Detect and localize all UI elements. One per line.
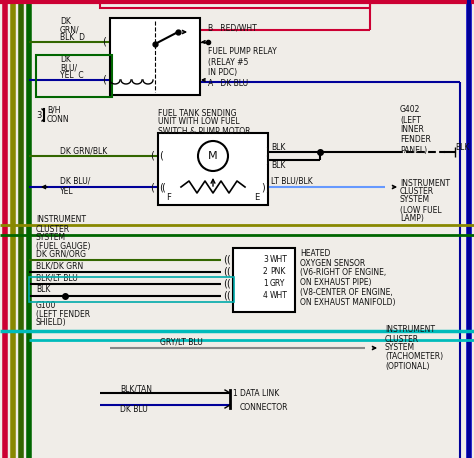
Text: DK BLU: DK BLU [120,404,148,414]
Text: BLK  D: BLK D [60,33,85,43]
Text: FUEL PUMP RELAY: FUEL PUMP RELAY [208,48,277,56]
Text: YEL  C: YEL C [60,71,83,81]
Text: CONN: CONN [47,115,70,125]
Text: (RELAY #5: (RELAY #5 [208,58,248,66]
Text: DK GRN/BLK: DK GRN/BLK [60,147,107,156]
Text: PNK: PNK [270,267,285,277]
Text: SHIELD): SHIELD) [36,317,67,327]
Text: PANEL): PANEL) [400,146,427,154]
Text: ON EXHAUST MANIFOLD): ON EXHAUST MANIFOLD) [300,299,395,307]
Text: (: ( [102,37,106,47]
Bar [158,133,268,205]
Text: B   RED/WHT: B RED/WHT [208,23,257,33]
Text: INNER: INNER [400,125,424,135]
Text: GRY: GRY [270,279,285,289]
Text: (LEFT FENDER: (LEFT FENDER [36,310,90,318]
Text: ((: (( [223,279,231,289]
Text: 4: 4 [263,291,268,300]
Text: WHT: WHT [270,256,288,265]
Text: OXYGEN SENSOR: OXYGEN SENSOR [300,258,365,267]
Text: BLU/: BLU/ [60,64,77,72]
Text: (FUEL GAUGE): (FUEL GAUGE) [36,242,91,251]
Text: E: E [254,192,259,202]
Text: ((: (( [223,291,231,301]
Text: SYSTEM: SYSTEM [36,234,66,242]
Text: DATA LINK: DATA LINK [240,388,279,398]
Text: GRN/: GRN/ [60,26,80,34]
Bar [233,248,295,312]
Text: DK: DK [60,17,71,27]
Text: INSTRUMENT: INSTRUMENT [36,216,86,224]
Text: BLK/TAN: BLK/TAN [120,385,152,393]
Text: SWITCH & PUMP MOTOR: SWITCH & PUMP MOTOR [158,126,250,136]
Text: (OPTIONAL): (OPTIONAL) [385,361,429,371]
Text: SYSTEM: SYSTEM [385,344,415,353]
Text: FENDER: FENDER [400,136,431,145]
Text: (: ( [159,182,163,192]
Text: BLK: BLK [271,160,285,169]
Text: CLUSTER: CLUSTER [36,224,70,234]
Text: G402: G402 [400,105,420,114]
Text: 2: 2 [263,267,268,277]
Text: (V6-RIGHT OF ENGINE,: (V6-RIGHT OF ENGINE, [300,268,386,278]
Text: CLUSTER: CLUSTER [385,334,419,344]
Text: HEATED: HEATED [300,249,330,257]
Text: A   DK BLU: A DK BLU [208,80,248,88]
Text: DK: DK [60,55,71,65]
Text: ): ) [265,155,269,165]
Text: ): ) [265,147,269,157]
Bar [100,2,370,8]
Text: SYSTEM: SYSTEM [400,196,430,205]
Text: INSTRUMENT: INSTRUMENT [385,326,435,334]
Text: B/H: B/H [47,105,61,114]
Text: (V8-CENTER OF ENGINE,: (V8-CENTER OF ENGINE, [300,289,393,298]
Text: M: M [208,151,218,161]
Text: BLK/DK GRN: BLK/DK GRN [36,262,83,271]
Text: BLK/LT BLU: BLK/LT BLU [36,273,78,283]
Text: DK GRN/ORG: DK GRN/ORG [36,250,86,258]
Text: ((: (( [223,255,231,265]
Text: 1: 1 [232,388,237,398]
Text: ((: (( [223,267,231,277]
Text: F: F [166,192,171,202]
Text: GRY/LT BLU: GRY/LT BLU [160,338,203,347]
Text: (LOW FUEL: (LOW FUEL [400,206,442,214]
Text: ON EXHAUST PIPE): ON EXHAUST PIPE) [300,278,372,288]
Text: (TACHOMETER): (TACHOMETER) [385,353,443,361]
Bar [29,277,234,302]
Bar [36,55,112,97]
Text: (: ( [161,182,165,192]
Text: BLK: BLK [455,143,469,153]
Text: ): ) [261,182,265,192]
Text: WHT: WHT [270,291,288,300]
Text: CLUSTER: CLUSTER [400,187,434,196]
Text: (: ( [150,182,154,192]
Text: BLK: BLK [36,285,50,294]
Bar [110,18,200,95]
Text: ): ) [265,182,269,192]
Text: INSTRUMENT: INSTRUMENT [400,179,450,187]
Text: UNIT WITH LOW FUEL: UNIT WITH LOW FUEL [158,118,240,126]
Text: 1: 1 [263,279,268,289]
Text: G100: G100 [36,300,56,310]
Text: YEL: YEL [60,186,73,196]
Text: IN PDC): IN PDC) [208,67,237,76]
Text: BLK: BLK [271,143,285,153]
Text: CONNECTOR: CONNECTOR [240,403,289,411]
Text: FUEL TANK SENDING: FUEL TANK SENDING [158,109,237,118]
Text: (LEFT: (LEFT [400,115,421,125]
Text: LT BLU/BLK: LT BLU/BLK [271,176,313,185]
Text: (: ( [102,75,106,85]
Text: 3: 3 [36,110,41,120]
Text: DK BLU/: DK BLU/ [60,176,91,185]
Text: 3: 3 [263,256,268,265]
Text: (: ( [159,151,163,161]
Text: (: ( [150,151,154,161]
Text: LAMP): LAMP) [400,214,424,224]
